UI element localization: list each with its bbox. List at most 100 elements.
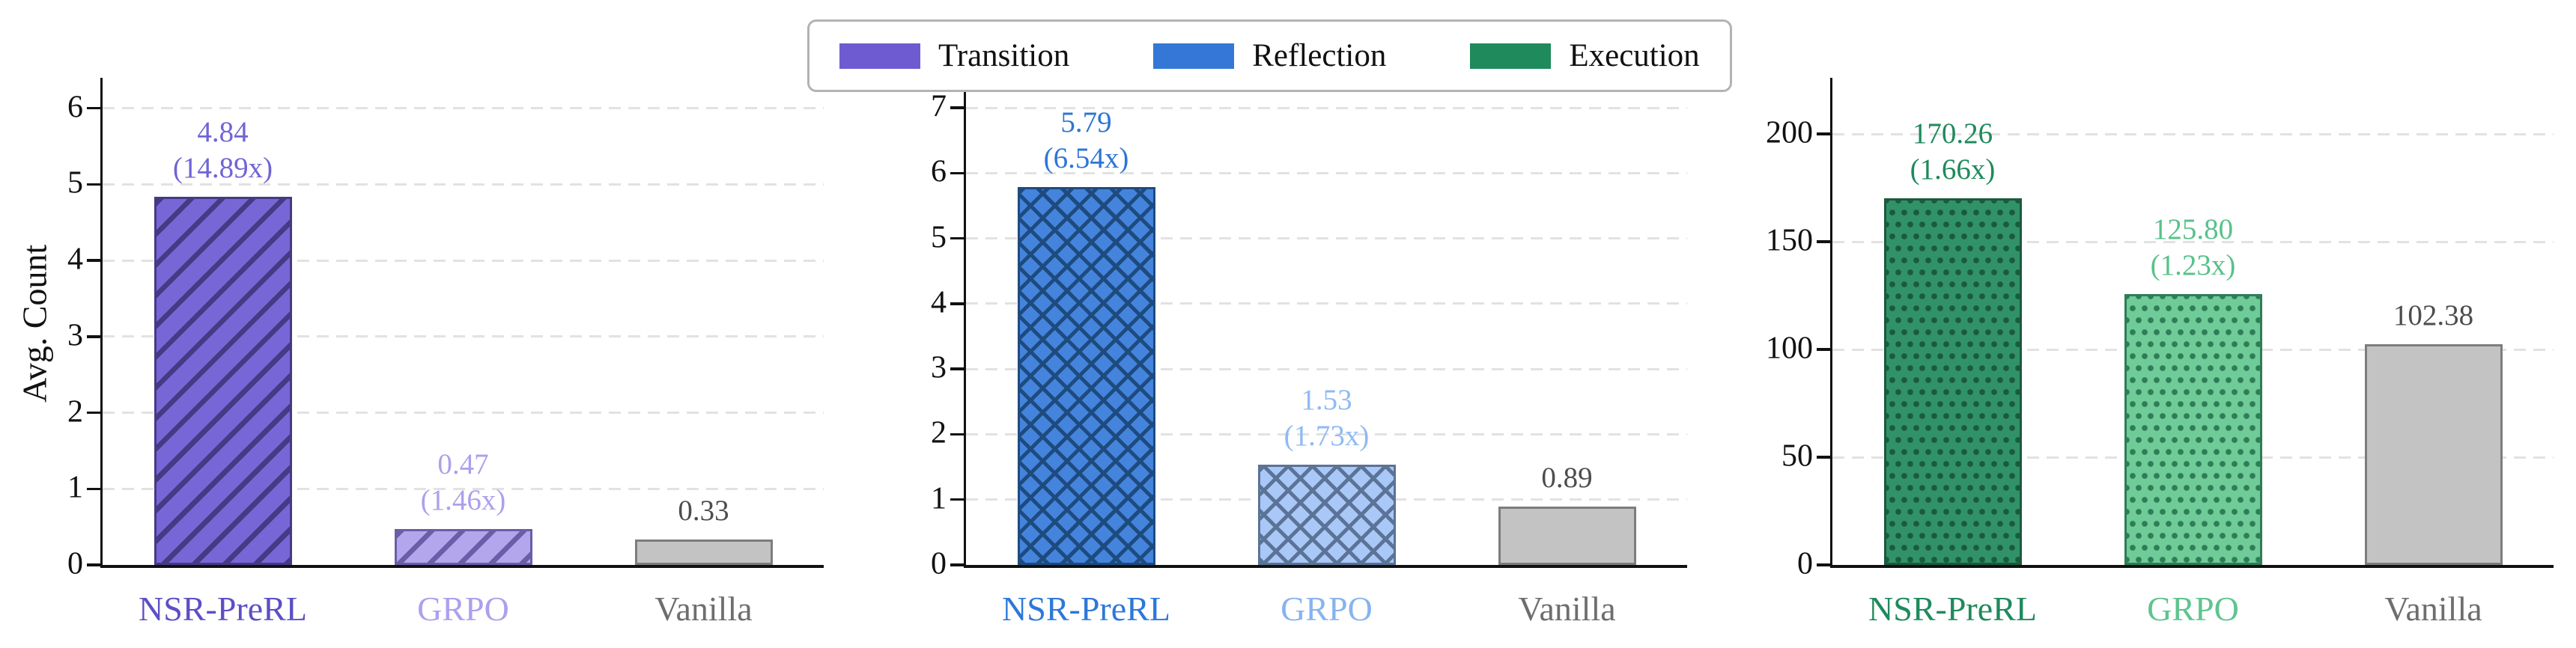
x-axis-spine [963, 565, 1687, 568]
panel-reflection-plot: 0 1 2 3 4 5 6 7 5.79 (6.54x) NSR-PreRL 1.53 (1.73x) G… [931, 78, 1687, 628]
y-tick-mark [87, 335, 100, 338]
bar-vanilla [634, 540, 773, 565]
bar-grpo [394, 529, 532, 565]
bar-value-label: 125.80 (1.23x) [2051, 212, 2336, 284]
y-tick-mark [87, 487, 100, 490]
x-category-label-nsr-prerl: NSR-PreRL [139, 590, 307, 628]
x-category-label-grpo: GRPO [417, 590, 509, 628]
bar-nsr-prerl [154, 196, 292, 565]
y-tick-label: 0 [1797, 546, 1813, 581]
y-tick-label: 3 [931, 350, 947, 385]
y-tick-label: 2 [67, 394, 83, 429]
gridline [966, 302, 1687, 305]
legend-label-transition: Transition [938, 38, 1070, 73]
y-tick-mark [1817, 348, 1830, 351]
y-tick-label: 0 [67, 546, 83, 581]
x-category-label-vanilla: Vanilla [2384, 590, 2482, 628]
gridline [966, 432, 1687, 435]
x-category-label-grpo: GRPO [1281, 590, 1373, 628]
legend-item-reflection: Reflection [1153, 40, 1386, 72]
y-tick-label: 5 [931, 219, 947, 254]
bar-value-label: 0.89 [1425, 460, 1710, 496]
y-axis-spine [963, 78, 966, 568]
y-tick-mark [87, 411, 100, 415]
y-tick-mark [950, 236, 964, 240]
y-tick-label: 2 [931, 415, 947, 450]
y-axis-spine [100, 78, 103, 568]
x-axis-spine [1829, 565, 2554, 568]
y-tick-mark [87, 106, 100, 110]
bar-value-label: 1.53 (1.73x) [1185, 382, 1469, 454]
legend-item-transition: Transition [839, 40, 1069, 72]
y-tick-label: 7 [931, 89, 947, 124]
bar-value-text: 0.47 [437, 448, 489, 481]
bar-value-text: 4.84 [197, 115, 249, 148]
y-tick-label: 1 [931, 481, 947, 516]
gridline [103, 412, 824, 415]
bar-multiplier-text: (1.73x) [1284, 420, 1370, 453]
gridline [966, 367, 1687, 370]
bar-value-label: 170.26 (1.66x) [1811, 116, 2095, 188]
bar-value-text: 5.79 [1060, 106, 1112, 138]
x-axis-spine [100, 565, 824, 568]
y-tick-label: 50 [1781, 438, 1813, 474]
y-tick-mark [950, 367, 964, 370]
bar-multiplier-text: (6.54x) [1043, 141, 1129, 174]
y-tick-mark [87, 259, 100, 262]
bar-value-label: 4.84 (14.89x) [81, 114, 365, 186]
bar-grpo [1257, 465, 1396, 565]
bar-value-label: 0.47 (1.46x) [321, 447, 606, 519]
gridline [1832, 132, 2554, 135]
y-tick-label: 4 [67, 242, 83, 277]
bar-vanilla [2364, 344, 2503, 565]
y-tick-mark [950, 498, 964, 501]
bar-nsr-prerl [1883, 198, 2022, 565]
panel-execution-plot: 0 50 100 150 200 170.26 (1.66x) NSR-PreRL 125.80… [1766, 78, 2554, 628]
y-axis-label: Avg. Count [15, 244, 54, 403]
y-tick-label: 200 [1766, 115, 1813, 150]
y-tick-mark [87, 183, 100, 186]
bar-value-text: 102.38 [2393, 299, 2474, 332]
y-tick-mark [1817, 132, 1830, 135]
gridline [103, 107, 824, 110]
bar-value-text: 170.26 [1912, 117, 1993, 150]
y-tick-label: 5 [67, 165, 83, 201]
y-tick-label: 6 [931, 154, 947, 189]
bar-vanilla [1498, 507, 1636, 565]
x-category-label-nsr-prerl: NSR-PreRL [1002, 590, 1170, 628]
bar-value-text: 0.89 [1541, 462, 1593, 495]
y-tick-mark [950, 106, 964, 109]
bar-nsr-prerl [1017, 186, 1155, 565]
gridline [966, 237, 1687, 240]
gridline [103, 259, 824, 262]
x-category-label-grpo: GRPO [2147, 590, 2239, 628]
gridline [1832, 240, 2554, 243]
bar-value-label: 102.38 [2291, 298, 2576, 334]
gridline [966, 171, 1687, 174]
bar-value-text: 1.53 [1301, 384, 1352, 417]
x-category-label-vanilla: Vanilla [654, 590, 753, 628]
legend-label-reflection: Reflection [1252, 38, 1387, 73]
bar-multiplier-text: (1.46x) [420, 484, 506, 517]
y-tick-mark [950, 302, 964, 305]
bar-value-label: 5.79 (6.54x) [944, 105, 1229, 177]
bar-multiplier-text: (1.23x) [2150, 248, 2236, 281]
y-tick-mark [87, 563, 100, 566]
y-axis-spine [1829, 78, 1832, 568]
y-tick-label: 1 [67, 470, 83, 505]
legend-item-execution: Execution [1470, 38, 1700, 73]
y-tick-mark [1817, 563, 1830, 566]
gridline [103, 335, 824, 338]
x-category-label-nsr-prerl: NSR-PreRL [1868, 590, 2037, 628]
bar-value-text: 0.33 [678, 495, 729, 528]
legend-swatch-execution [1470, 43, 1552, 69]
y-tick-mark [1817, 240, 1830, 243]
legend-label-execution: Execution [1569, 38, 1700, 73]
bar-value-text: 125.80 [2152, 213, 2234, 245]
legend-swatch-transition [839, 43, 920, 69]
gridline [103, 487, 824, 490]
y-tick-label: 3 [67, 318, 83, 353]
y-tick-mark [950, 563, 964, 566]
x-category-label-vanilla: Vanilla [1518, 590, 1616, 628]
